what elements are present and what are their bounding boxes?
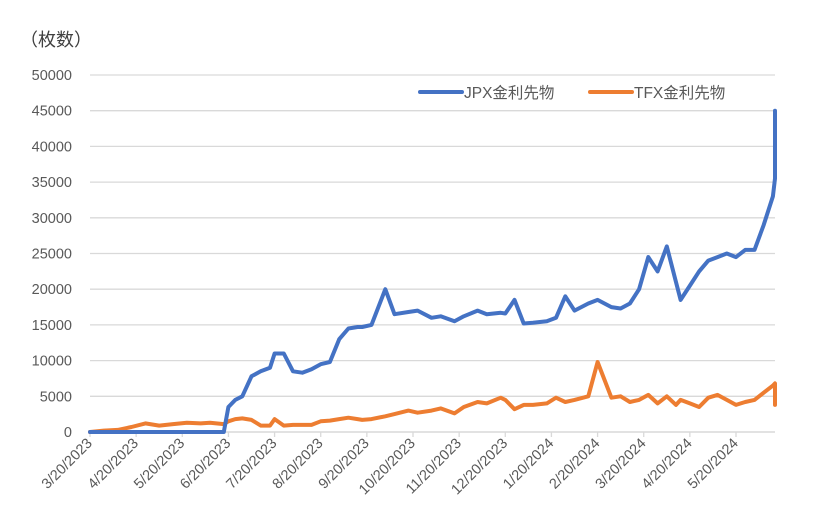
x-axis: 3/20/20234/20/20235/20/20236/20/20237/20…	[39, 431, 775, 498]
y-tick-label: 15000	[32, 318, 72, 334]
y-tick-label: 20000	[32, 282, 72, 298]
y-axis-ticks: 0 5000 10000 15000 20000 25000 30000 35000 40000…	[32, 68, 72, 441]
series-line-tfx	[88, 360, 777, 434]
y-tick-label: 0	[64, 425, 72, 441]
y-tick-label: 5000	[40, 389, 72, 405]
y-tick-label: 25000	[32, 247, 72, 263]
y-tick-label: 35000	[32, 175, 72, 191]
legend-label: TFX金利先物	[634, 84, 725, 102]
gridlines	[90, 74, 775, 397]
y-tick-label: 50000	[32, 68, 72, 84]
y-tick-label: 45000	[32, 104, 72, 120]
y-tick-label: 30000	[32, 211, 72, 227]
legend: JPX金利先物 TFX金利先物	[418, 84, 725, 102]
y-axis-unit-label: （枚数）	[20, 30, 92, 51]
y-tick-label: 40000	[32, 139, 72, 155]
series-line-jpx	[88, 108, 777, 434]
legend-label: JPX金利先物	[464, 84, 554, 102]
data-lines	[88, 108, 777, 434]
x-tick-label: 5/20/2024	[685, 436, 742, 493]
y-tick-label: 10000	[32, 354, 72, 370]
